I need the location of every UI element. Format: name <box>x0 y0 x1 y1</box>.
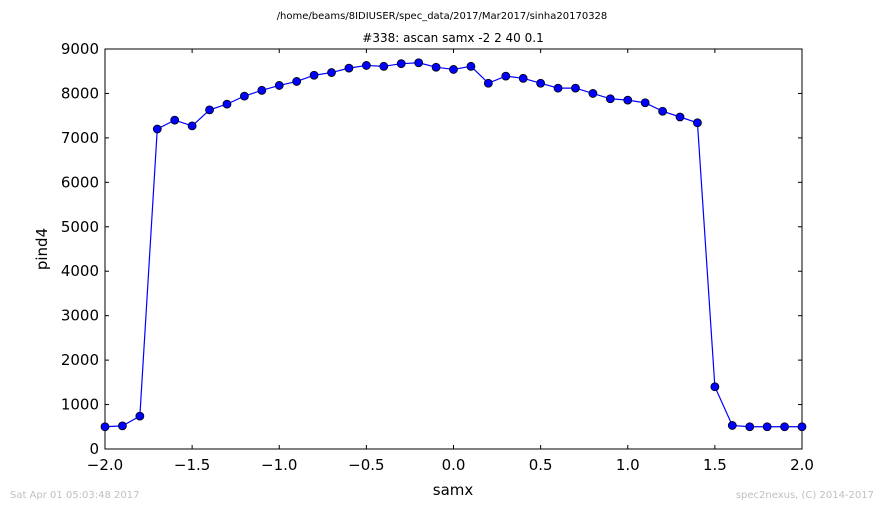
data-point <box>483 78 493 88</box>
data-point <box>414 58 424 68</box>
data-point <box>222 99 232 109</box>
data-point <box>100 422 110 432</box>
data-point <box>327 68 336 77</box>
y-tick-label: 5000 <box>61 218 99 236</box>
data-point <box>605 94 615 104</box>
data-point <box>727 421 737 430</box>
footer-credit: spec2nexus, (C) 2014-2017 <box>735 490 874 501</box>
axis-ticks <box>104 48 803 450</box>
x-tick-label: 0.0 <box>442 456 466 474</box>
data-point <box>431 62 441 72</box>
y-tick-label: 3000 <box>61 307 99 325</box>
data-point <box>170 115 180 125</box>
x-tick-label: 1.5 <box>703 456 727 474</box>
x-tick-label: 1.0 <box>616 456 640 474</box>
footer-timestamp: Sat Apr 01 05:03:48 2017 <box>10 490 140 501</box>
y-tick-label: 6000 <box>61 173 99 191</box>
data-point <box>187 121 197 131</box>
y-tick-label: 7000 <box>61 129 99 147</box>
data-point <box>623 95 633 105</box>
x-tick-label: −0.5 <box>348 456 384 474</box>
data-point <box>675 112 685 122</box>
data-point <box>745 422 755 432</box>
x-tick-label: −1.5 <box>174 456 210 474</box>
data-point <box>239 91 249 101</box>
y-tick-label: 1000 <box>61 396 99 414</box>
data-point <box>501 71 511 81</box>
axis-tick-labels: −2.0 −1.5 −1.0 −0.5 0.0 0.5 1.0 1.5 2.0 0 1000 2000… <box>61 40 814 474</box>
data-point <box>588 89 598 98</box>
data-point <box>379 61 389 71</box>
data-point <box>536 78 546 88</box>
plot-area <box>104 48 803 450</box>
data-point <box>257 85 267 95</box>
data-point <box>797 422 807 432</box>
data-point <box>449 65 458 74</box>
y-axis-label: pind4 <box>33 228 51 270</box>
y-tick-label: 0 <box>89 440 99 458</box>
data-point <box>152 124 162 134</box>
data-point <box>274 81 284 90</box>
data-point <box>344 63 354 73</box>
data-point <box>553 83 563 93</box>
x-tick-label: −2.0 <box>87 456 123 474</box>
data-point <box>762 422 772 432</box>
x-tick-label: −1.0 <box>261 456 297 474</box>
data-point <box>361 61 371 70</box>
data-point <box>118 421 127 431</box>
series-markers <box>100 58 807 432</box>
y-tick-label: 4000 <box>61 262 99 280</box>
data-point <box>135 411 145 421</box>
y-tick-label: 9000 <box>61 40 99 58</box>
data-point <box>396 59 406 69</box>
x-tick-label: 2.0 <box>790 456 814 474</box>
data-point <box>640 98 650 108</box>
x-tick-label: 0.5 <box>529 456 553 474</box>
x-axis-label: samx <box>433 481 474 499</box>
chart-title: #338: ascan samx -2 2 40 0.1 <box>362 31 543 45</box>
data-point <box>571 83 580 93</box>
data-point <box>292 77 302 86</box>
data-point <box>693 118 702 128</box>
data-point <box>309 70 319 80</box>
data-point <box>780 422 789 432</box>
y-tick-label: 2000 <box>61 351 99 369</box>
chart-suptitle: /home/beams/8IDIUSER/spec_data/2017/Mar2… <box>277 11 608 22</box>
y-tick-label: 8000 <box>61 84 99 102</box>
data-point <box>518 73 528 83</box>
data-point <box>710 382 720 392</box>
data-point <box>466 61 476 71</box>
data-point <box>658 106 667 116</box>
data-point <box>205 105 214 115</box>
